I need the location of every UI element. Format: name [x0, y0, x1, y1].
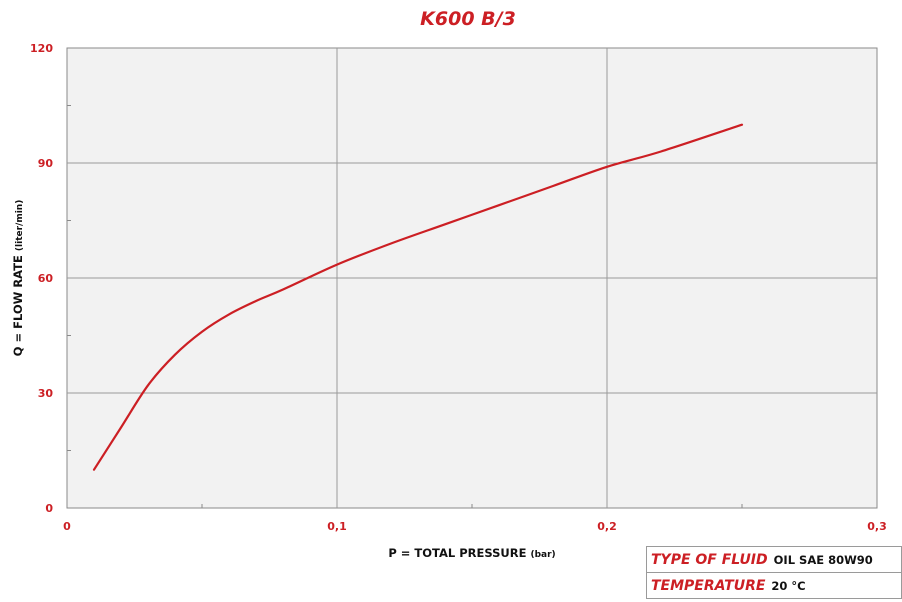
- x-tick-label: 0,3: [867, 520, 887, 533]
- temperature-value: 20 °C: [771, 578, 806, 593]
- fluid-type-label: TYPE OF FLUID: [651, 551, 768, 568]
- y-tick-label: 60: [38, 272, 54, 285]
- y-tick-labels: 0 30 60 90 120: [30, 42, 53, 515]
- temperature-row: TEMPERATURE 20 °C: [646, 572, 902, 599]
- fluid-type-value: OIL SAE 80W90: [773, 552, 873, 567]
- x-axis-label-text: P = TOTAL PRESSURE: [388, 546, 526, 560]
- y-tick-label: 120: [30, 42, 53, 55]
- temperature-cell: TEMPERATURE 20 °C: [646, 572, 902, 599]
- y-tick-label: 0: [45, 502, 53, 515]
- x-tick-label: 0,2: [597, 520, 617, 533]
- grid-lines: [67, 48, 877, 508]
- chart-title: K600 B/3: [420, 8, 516, 30]
- y-tick-label: 90: [38, 157, 54, 170]
- y-tick-label: 30: [38, 387, 54, 400]
- test-conditions-table: TYPE OF FLUID OIL SAE 80W90 TEMPERATURE 20…: [646, 546, 902, 599]
- minor-ticks: [67, 105, 743, 508]
- x-axis-unit: (bar): [530, 550, 555, 560]
- temperature-label: TEMPERATURE: [651, 577, 766, 594]
- y-axis-label-text: Q = FLOW RATE: [11, 255, 25, 356]
- y-axis-unit: (liter/min): [15, 200, 25, 251]
- fluid-type-cell: TYPE OF FLUID OIL SAE 80W90: [646, 546, 902, 573]
- flow-curve-line: [92, 123, 744, 471]
- x-tick-labels: 0 0,1 0,2 0,3: [63, 520, 887, 533]
- fluid-type-row: TYPE OF FLUID OIL SAE 80W90: [646, 546, 902, 573]
- y-axis-label: Q = FLOW RATE (liter/min): [11, 200, 25, 357]
- x-tick-label: 0: [63, 520, 71, 533]
- x-tick-label: 0,1: [327, 520, 347, 533]
- x-axis-label: P = TOTAL PRESSURE (bar): [388, 546, 555, 560]
